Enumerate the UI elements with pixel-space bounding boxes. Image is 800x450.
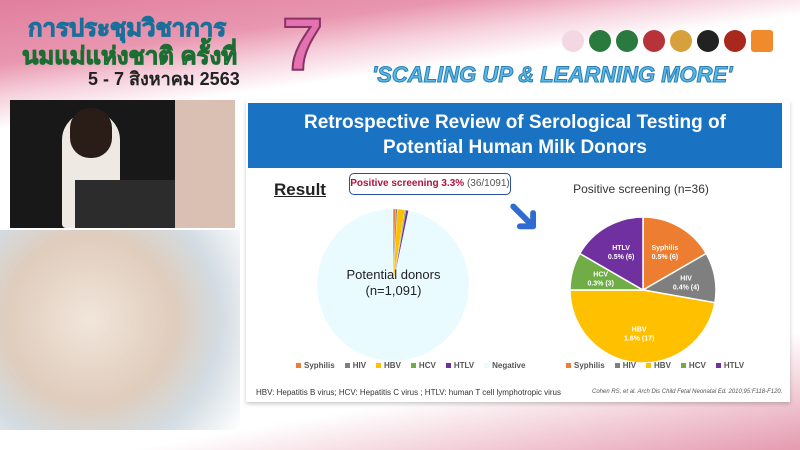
logo-icon	[562, 30, 584, 52]
slice-label: 0.5% (6)	[608, 254, 634, 261]
slice-label: HBV	[632, 327, 647, 334]
legend-item: HTLV	[715, 361, 744, 370]
legend-item: HIV	[344, 361, 366, 370]
callout-bold: Positive screening 3.3%	[350, 178, 465, 189]
legend-item: HCV	[680, 361, 706, 370]
slide-title-line2: Potential Human Milk Donors	[383, 137, 647, 158]
legend-swatch	[445, 363, 451, 369]
legend-item: HBV	[376, 361, 401, 370]
pie-slice-htlv	[578, 216, 644, 292]
slice-label: HIV	[680, 275, 692, 282]
legend-swatch	[680, 363, 686, 369]
left-label-line2: (n=1,091)	[365, 283, 422, 298]
decorative-child-photo	[0, 230, 240, 430]
legend-swatch	[376, 363, 382, 369]
legend-swatch	[715, 363, 721, 369]
left-legend: Syphilis HIV HBV HCV HTLV Negative	[296, 361, 525, 370]
legend-item: HTLV	[445, 361, 474, 370]
legend-item: Negative	[484, 361, 525, 370]
legend-swatch	[614, 363, 620, 369]
legend-item: HIV	[614, 361, 636, 370]
legend-item: HCV	[410, 361, 436, 370]
sponsor-logos	[562, 30, 773, 52]
logo-icon	[697, 30, 719, 52]
legend-swatch	[484, 363, 490, 369]
logo-icon	[616, 30, 638, 52]
speaker-video	[10, 100, 235, 228]
pie-slice-hbv	[569, 289, 716, 364]
conference-banner: การประชุมวิชาการ นมแม่แห่งชาติ ครั้งที่ …	[0, 0, 800, 100]
legend-swatch	[296, 363, 301, 369]
slice-label: HTLV	[612, 245, 630, 252]
legend-item: Syphilis	[296, 361, 335, 370]
podium	[75, 180, 185, 228]
positive-callout: Positive screening 3.3% (36/1091)	[349, 173, 511, 195]
slice-label: 1.6% (17)	[624, 336, 654, 343]
logo-icon	[670, 30, 692, 52]
result-heading: Result	[274, 180, 326, 199]
slice-label: 0.3% (3)	[587, 281, 613, 288]
conference-dates: 5 - 7 สิงหาคม 2563	[88, 69, 240, 89]
legend-swatch	[566, 363, 571, 369]
logo-icon	[589, 30, 611, 52]
slide-title: Retrospective Review of Serological Test…	[248, 103, 782, 168]
slice-label: HCV	[593, 272, 608, 279]
slide-title-line1: Retrospective Review of Serological Test…	[304, 112, 726, 133]
footnote: HBV: Hepatitis B virus; HCV: Hepatitis C…	[256, 388, 561, 397]
presentation-slide: Retrospective Review of Serological Test…	[246, 100, 790, 402]
slice-label: 0.4% (4)	[673, 284, 699, 291]
speaker-hair	[70, 108, 112, 158]
pie-slice-negative	[316, 208, 470, 362]
slice-label: Syphilis	[651, 245, 678, 252]
right-pie-title: Positive screening (n=36)	[573, 182, 709, 196]
legend-item: HBV	[646, 361, 671, 370]
logo-icon	[751, 30, 773, 52]
left-pie-label: Potential donors (n=1,091)	[316, 267, 471, 299]
pie-charts: Syphilis 0.5% (6) HIV 0.4% (4) HBV 1.6% (17) H…	[316, 208, 717, 364]
conference-number: 7	[281, 2, 324, 87]
citation: Cohen RS, et al. Arch Dis Child Fetal Ne…	[592, 389, 783, 395]
right-legend: Syphilis HIV HBV HCV HTLV	[566, 361, 744, 370]
left-label-line1: Potential donors	[346, 267, 441, 282]
slogan: 'SCALING UP & LEARNING MORE'	[371, 62, 733, 88]
pie-slice-syphilis	[642, 216, 708, 292]
callout-count: (36/1091)	[466, 178, 510, 189]
logo-icon	[643, 30, 665, 52]
legend-swatch	[344, 363, 350, 369]
legend-swatch	[410, 363, 416, 369]
logo-icon	[724, 30, 746, 52]
conference-title: การประชุมวิชาการ	[27, 15, 227, 43]
conference-subtitle: นมแม่แห่งชาติ ครั้งที่	[21, 43, 238, 71]
slice-label: 0.5% (6)	[652, 254, 678, 261]
legend-swatch	[646, 363, 652, 369]
legend-item: Syphilis	[566, 361, 605, 370]
background-photo	[175, 100, 235, 228]
